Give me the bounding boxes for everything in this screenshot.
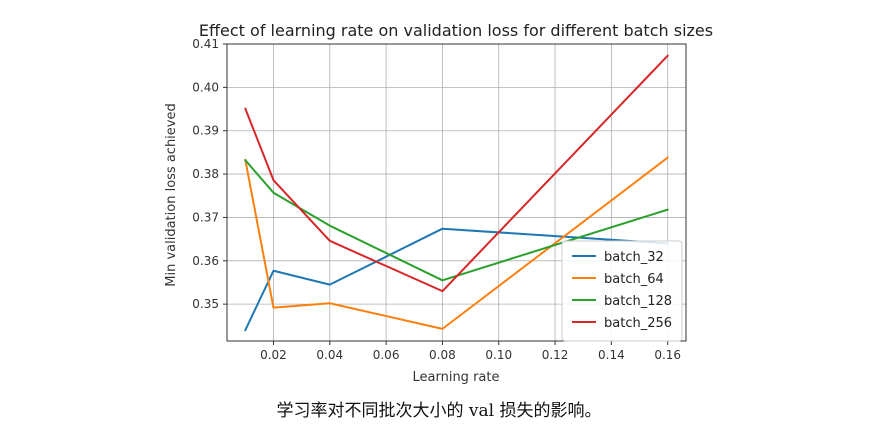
y-tick-label: 0.36 [192, 254, 219, 268]
legend: batch_32 batch_64 batch_128 batch_256 [561, 240, 683, 342]
x-tick-label: 0.02 [260, 348, 287, 362]
series-line-batch-32 [244, 227, 669, 332]
legend-label: batch_256 [604, 316, 672, 331]
axes: 0.02 0.04 0.06 0.08 0.10 0.12 0.14 0.16 0.35 0.36… [192, 37, 687, 362]
series-line-batch-256 [244, 54, 669, 293]
x-tick-label: 0.06 [373, 348, 400, 362]
grid [227, 43, 686, 341]
x-tick-label: 0.12 [542, 348, 569, 362]
x-tick-label: 0.16 [654, 348, 681, 362]
series-line-batch-128 [244, 159, 669, 282]
x-tick-label: 0.10 [485, 348, 512, 362]
y-tick-label: 0.38 [192, 167, 219, 181]
line-chart: 0.02 0.04 0.06 0.08 0.10 0.12 0.14 0.16 0.35 0.36… [164, 21, 713, 385]
x-axis-label: Learning rate [413, 370, 500, 385]
y-axis-label: Min validation loss achieved [164, 103, 179, 287]
series-lines [244, 54, 669, 332]
y-tick-label: 0.39 [192, 124, 219, 138]
legend-box [561, 240, 683, 342]
x-tick-label: 0.14 [598, 348, 625, 362]
legend-label: batch_32 [604, 250, 664, 265]
legend-label: batch_64 [604, 272, 664, 287]
y-tick-label: 0.35 [192, 297, 219, 311]
series-line-batch-64 [244, 156, 669, 330]
y-tick-label: 0.37 [192, 210, 219, 224]
x-tick-label: 0.08 [429, 348, 456, 362]
x-tick-label: 0.04 [316, 348, 343, 362]
chart-title: Effect of learning rate on validation lo… [199, 21, 713, 40]
y-tick-label: 0.41 [192, 37, 219, 51]
legend-label: batch_128 [604, 294, 672, 309]
figure-caption: 学习率对不同批次大小的 val 损失的影响。 [276, 401, 602, 421]
y-tick-label: 0.40 [192, 80, 219, 94]
plot-frame [226, 43, 687, 342]
